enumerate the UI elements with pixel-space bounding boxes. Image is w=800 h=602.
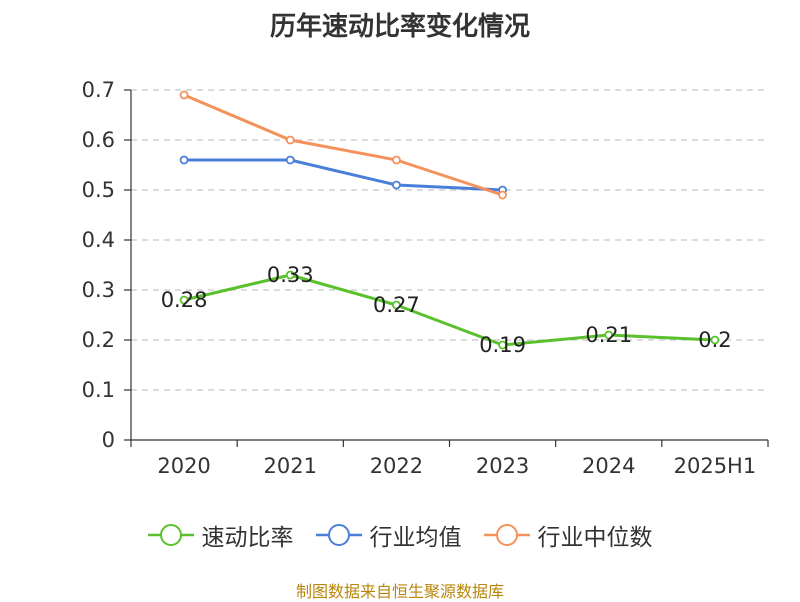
legend-label: 速动比率: [201, 525, 294, 551]
data-point: [392, 180, 401, 190]
legend-item-2[interactable]: 行业中位数: [483, 518, 653, 552]
chart-title: 历年速动比率变化情况: [269, 12, 530, 42]
legend-swatch: [483, 524, 530, 546]
legend-label: 行业均值: [369, 525, 462, 551]
series-line-0: [183, 273, 715, 347]
y-tick-label: 0.1: [82, 378, 115, 402]
x-tick-label: 2021: [264, 454, 317, 478]
data-point: [498, 340, 507, 350]
data-point: [392, 155, 401, 165]
y-tick-label: 0.3: [82, 278, 115, 302]
series-line-2: [183, 93, 504, 197]
x-tick-label: 2020: [157, 454, 210, 478]
y-tick-label: 0.7: [82, 78, 115, 102]
legend-item-1[interactable]: 行业均值: [315, 518, 462, 552]
series-lines: [179, 90, 720, 350]
data-point: [392, 300, 401, 310]
data-label: 0.27: [373, 293, 420, 317]
data-point: [498, 190, 507, 200]
legend-swatch: [147, 524, 194, 546]
x-tick-label: 2022: [370, 454, 423, 478]
x-tick-label: 2023: [476, 454, 529, 478]
series-line-1: [184, 158, 503, 192]
data-label: 0.21: [585, 323, 632, 347]
x-tick-label: 2024: [582, 454, 635, 478]
y-tick-label: 0.4: [82, 228, 115, 252]
data-point: [179, 295, 189, 305]
source-note: 制图数据来自恒生聚源数据库: [295, 582, 504, 601]
data-point: [285, 270, 295, 280]
data-label: 0.33: [267, 263, 314, 287]
legend: 速动比率 行业均值 行业中位数: [0, 518, 800, 552]
data-point: [179, 90, 189, 100]
legend-item-0[interactable]: 速动比率: [147, 518, 294, 552]
legend-swatch: [315, 524, 362, 546]
x-tick-label: 2025H1: [674, 454, 757, 478]
data-point: [179, 155, 189, 165]
grid-lines: [131, 89, 768, 391]
y-tick-label: 0: [102, 428, 115, 452]
data-point: [604, 330, 614, 340]
data-label: 0.19: [479, 333, 526, 357]
data-labels: 0.28 0.33 0.27 0.19 0.21 0.2: [161, 263, 732, 357]
data-point: [285, 135, 295, 145]
data-label: 0.2: [698, 328, 731, 352]
axes: 0 0.1 0.2 0.3 0.4 0.5 0.6 0.7 2020 2021 2022 2023 20…: [82, 78, 769, 478]
data-point: [285, 155, 295, 165]
data-point: [710, 335, 720, 345]
y-tick-label: 0.5: [82, 178, 115, 202]
data-label: 0.28: [161, 288, 208, 312]
y-tick-label: 0.2: [82, 328, 115, 352]
y-tick-label: 0.6: [82, 128, 115, 152]
legend-label: 行业中位数: [537, 525, 653, 551]
